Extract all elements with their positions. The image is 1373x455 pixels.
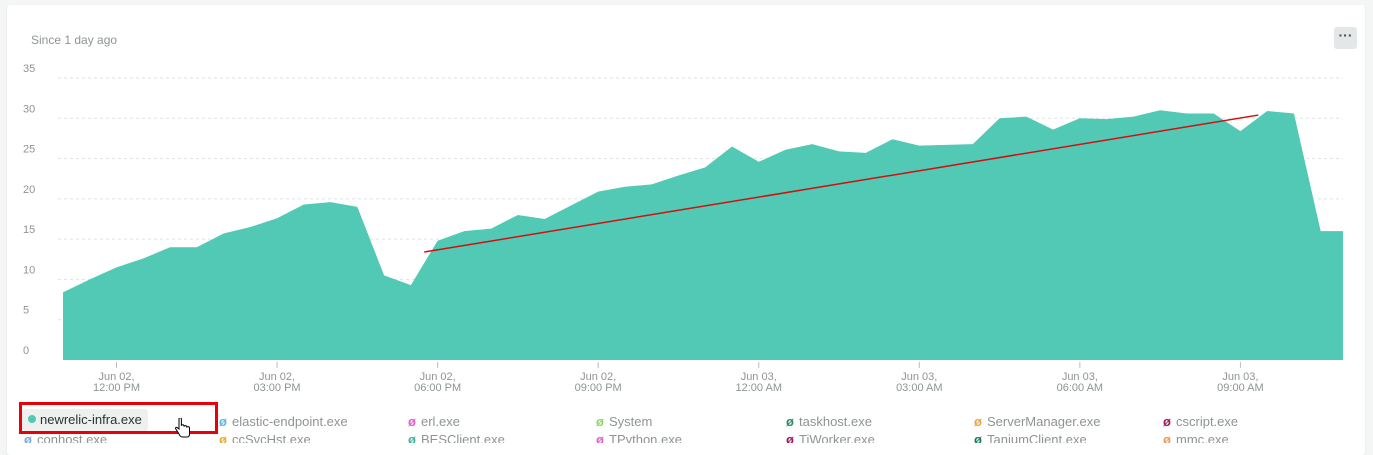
y-tick-label: 25 bbox=[23, 144, 35, 156]
hidden-series-icon: ø bbox=[786, 432, 794, 443]
hidden-series-icon: ø bbox=[219, 414, 227, 429]
hidden-series-icon: ø bbox=[408, 414, 416, 429]
legend-item[interactable]: ø TiWorker.exe bbox=[784, 431, 875, 443]
legend-item[interactable]: ø taskhost.exe bbox=[784, 413, 872, 431]
legend-label: taskhost.exe bbox=[799, 414, 872, 429]
hand-cursor-icon bbox=[174, 418, 190, 438]
x-tick-label: 03:00 PM bbox=[254, 382, 301, 394]
x-tick-label: Jun 02, bbox=[98, 371, 134, 383]
hidden-series-icon: ø bbox=[1163, 414, 1171, 429]
x-tick-label: 06:00 PM bbox=[414, 382, 461, 394]
hidden-series-icon: ø bbox=[219, 432, 227, 443]
y-tick-label: 35 bbox=[23, 63, 35, 75]
y-tick-label: 30 bbox=[23, 103, 35, 115]
chart-legend: newrelic-infra.exe ø elastic-endpoint.exe ø… bbox=[22, 407, 1372, 443]
x-tick-label: 12:00 PM bbox=[93, 382, 140, 394]
legend-label: BESClient.exe bbox=[421, 432, 505, 443]
series-area-newrelic-infra.exe[interactable] bbox=[63, 110, 1343, 360]
hidden-series-icon: ø bbox=[408, 432, 416, 443]
y-tick-label: 0 bbox=[23, 345, 29, 357]
series-area bbox=[63, 110, 1343, 360]
x-tick-label: Jun 03, bbox=[1222, 371, 1258, 383]
highlight-box bbox=[19, 402, 218, 434]
legend-label: TiWorker.exe bbox=[799, 432, 875, 443]
legend-item[interactable]: ø conhost.exe bbox=[22, 431, 107, 443]
legend-item[interactable]: ø System bbox=[594, 413, 652, 431]
legend-label: mmc.exe bbox=[1176, 432, 1229, 443]
x-tick-label: 03:00 AM bbox=[896, 382, 942, 394]
trend-line bbox=[424, 114, 1259, 253]
hidden-series-icon: ø bbox=[596, 432, 604, 443]
annotations bbox=[424, 114, 1259, 253]
y-tick-label: 5 bbox=[23, 305, 29, 317]
legend-label: erl.exe bbox=[421, 414, 461, 429]
legend-label: TaniumClient.exe bbox=[987, 432, 1087, 443]
hidden-series-icon: ø bbox=[974, 414, 982, 429]
legend-item[interactable]: ø ccSvcHst.exe bbox=[217, 431, 311, 443]
legend-label: elastic-endpoint.exe bbox=[232, 414, 348, 429]
legend-item[interactable]: ø erl.exe bbox=[406, 413, 460, 431]
legend-label: newrelic-infra.exe bbox=[40, 412, 142, 427]
legend-label: TPython.exe bbox=[609, 432, 682, 443]
legend-item[interactable]: ø ServerManager.exe bbox=[972, 413, 1100, 431]
x-tick-label: 06:00 AM bbox=[1057, 382, 1103, 394]
legend-item[interactable]: ø elastic-endpoint.exe bbox=[217, 413, 348, 431]
x-tick-label: Jun 03, bbox=[901, 371, 937, 383]
y-tick-label: 10 bbox=[23, 264, 35, 276]
legend-item[interactable]: ø mmc.exe bbox=[1161, 431, 1229, 443]
hidden-series-icon: ø bbox=[1163, 432, 1171, 443]
y-axis: 0 5 10 15 20 25 30 35 bbox=[23, 63, 35, 357]
legend-item[interactable]: ø cscript.exe bbox=[1161, 413, 1238, 431]
x-tick-label: 12:00 AM bbox=[736, 382, 782, 394]
legend-item[interactable]: ø TPython.exe bbox=[594, 431, 682, 443]
x-tick-label: Jun 02, bbox=[420, 371, 456, 383]
legend-label: ccSvcHst.exe bbox=[232, 432, 311, 443]
hidden-series-icon: ø bbox=[24, 432, 32, 443]
legend-item[interactable]: newrelic-infra.exe bbox=[22, 409, 148, 431]
x-tick-label: 09:00 AM bbox=[1217, 382, 1263, 394]
series-dot-icon bbox=[28, 415, 36, 423]
hidden-series-icon: ø bbox=[974, 432, 982, 443]
x-tick-label: Jun 02, bbox=[259, 371, 295, 383]
legend-label: ServerManager.exe bbox=[987, 414, 1101, 429]
x-tick-label: Jun 02, bbox=[580, 371, 616, 383]
legend-item[interactable]: ø BESClient.exe bbox=[406, 431, 505, 443]
hidden-series-icon: ø bbox=[786, 414, 794, 429]
more-options-button[interactable]: ··· bbox=[1334, 27, 1357, 49]
y-tick-label: 20 bbox=[23, 184, 35, 196]
x-tick-label: Jun 03, bbox=[1062, 371, 1098, 383]
legend-label: conhost.exe bbox=[37, 432, 108, 443]
legend-item[interactable]: ø TaniumClient.exe bbox=[972, 431, 1087, 443]
x-tick-label: Jun 03, bbox=[741, 371, 777, 383]
hidden-series-icon: ø bbox=[596, 414, 604, 429]
y-tick-label: 15 bbox=[23, 224, 35, 236]
time-range-label: Since 1 day ago bbox=[31, 33, 118, 47]
legend-label: System bbox=[609, 414, 653, 429]
legend-label: cscript.exe bbox=[1176, 414, 1239, 429]
x-tick-label: 09:00 PM bbox=[575, 382, 622, 394]
